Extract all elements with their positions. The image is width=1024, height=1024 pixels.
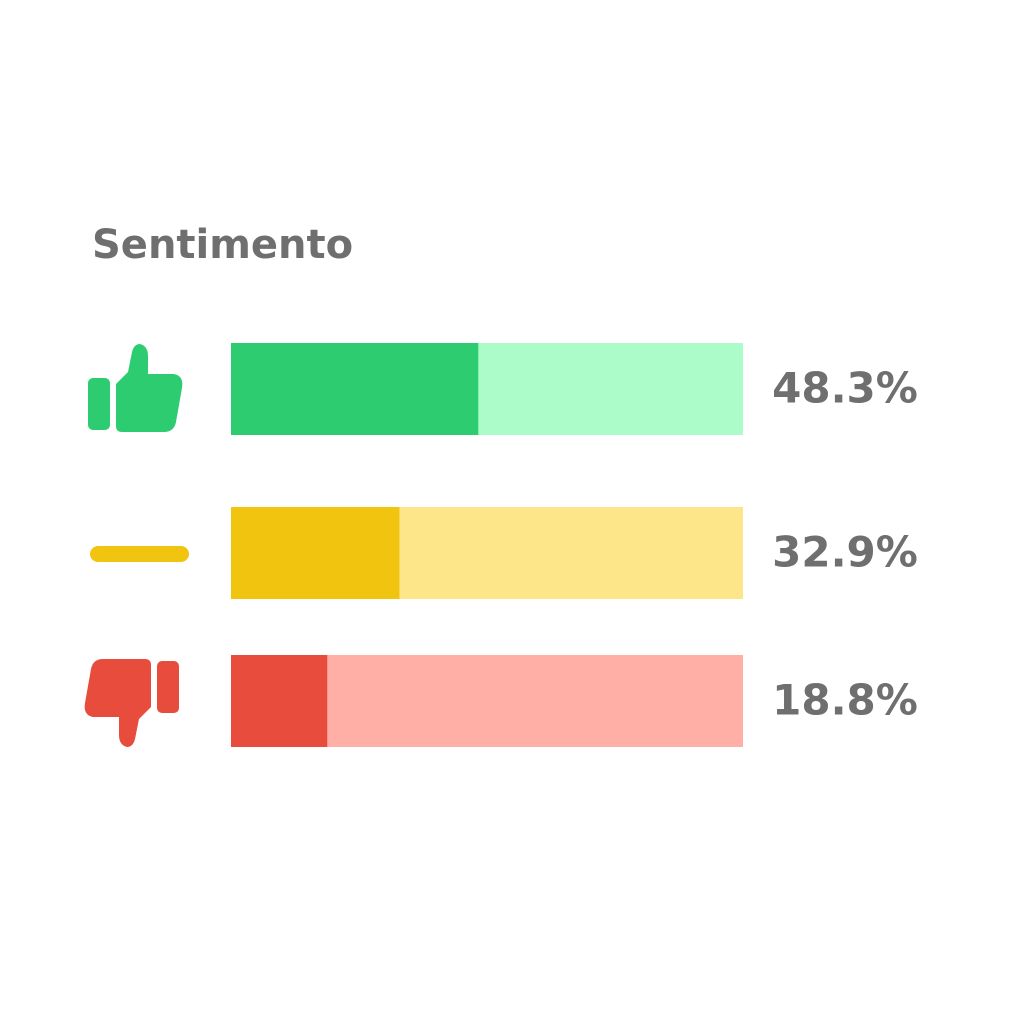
value-label: 48.3% (772, 364, 918, 413)
bar (231, 655, 328, 747)
neutral-icon (90, 546, 189, 562)
value-label: 32.9% (772, 528, 918, 577)
thumbs-down-icon (84, 659, 179, 747)
chart-title: Sentimento (92, 222, 353, 268)
thumbs-up-icon (88, 344, 183, 432)
value-label: 18.8% (772, 676, 918, 725)
bar (231, 507, 400, 599)
bar (231, 343, 479, 435)
